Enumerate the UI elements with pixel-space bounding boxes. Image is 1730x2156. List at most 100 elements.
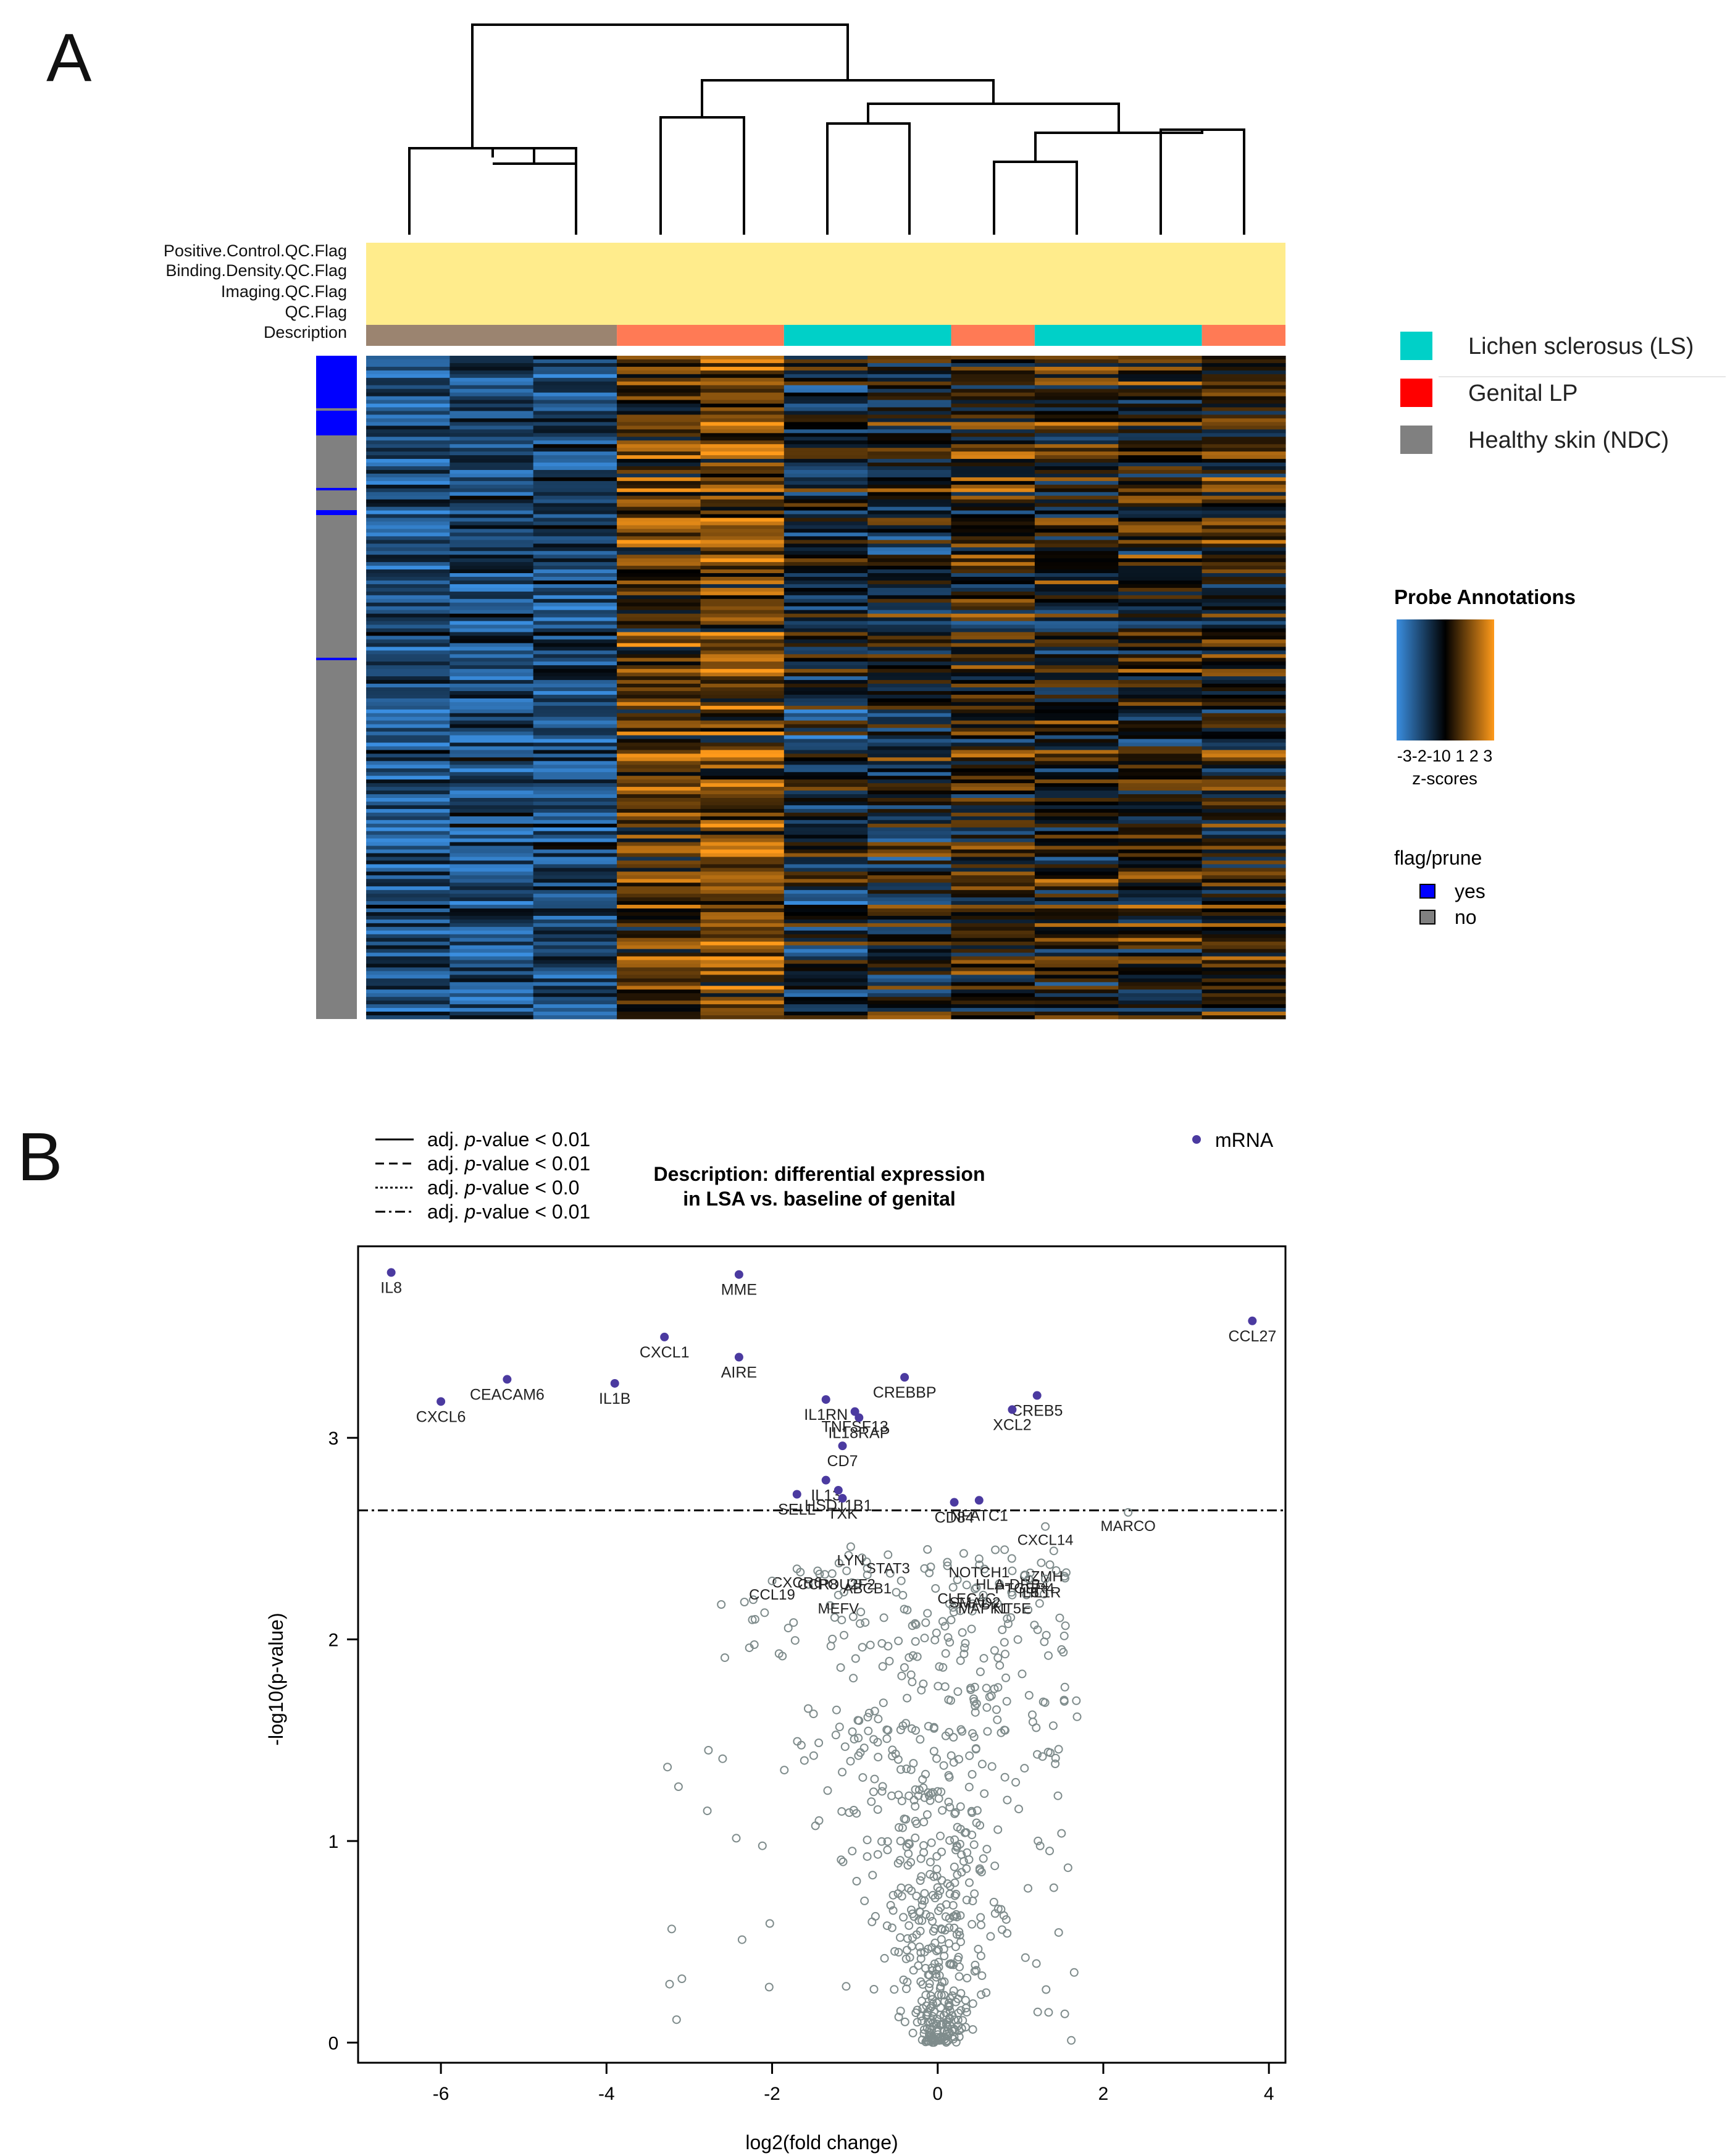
heatmap-cell xyxy=(1034,820,1119,824)
heatmap-cell xyxy=(951,919,1035,924)
heatmap-cell xyxy=(1118,901,1203,905)
background-point xyxy=(1045,1847,1054,1856)
heatmap-cell xyxy=(449,647,534,651)
heatmap-cell xyxy=(617,757,701,761)
heatmap-cell xyxy=(867,422,952,426)
heatmap-cell xyxy=(867,801,952,806)
annotation-label: QC.Flag xyxy=(285,303,347,321)
heatmap-cell xyxy=(617,661,701,666)
heatmap-cell xyxy=(700,654,785,658)
heatmap-cell xyxy=(366,451,450,456)
background-point xyxy=(864,1708,874,1718)
background-point xyxy=(911,1726,920,1735)
heatmap-cell xyxy=(1034,687,1119,692)
heatmap-cell xyxy=(951,595,1035,600)
heatmap-cell xyxy=(366,669,450,673)
heatmap-cell xyxy=(449,437,534,441)
heatmap-cell xyxy=(1201,827,1286,832)
background-point xyxy=(847,1578,856,1587)
heatmap-cell xyxy=(1201,577,1286,581)
heatmap-cell xyxy=(700,716,785,721)
heatmap-cell xyxy=(1034,385,1119,390)
heatmap-cell xyxy=(449,937,534,942)
heatmap-cell xyxy=(366,993,450,997)
heatmap-cell xyxy=(449,742,534,747)
heatmap-cell xyxy=(1118,698,1203,703)
heatmap-cell xyxy=(951,506,1035,511)
significant-point xyxy=(834,1485,843,1495)
heatmap-cell xyxy=(1201,356,1286,360)
background-point xyxy=(869,1985,879,1994)
heatmap-cell xyxy=(533,665,617,669)
background-point xyxy=(940,1682,950,1691)
heatmap-cell xyxy=(449,930,534,935)
background-point xyxy=(970,1682,979,1692)
heatmap-cell xyxy=(867,783,952,787)
background-point xyxy=(963,1973,972,1982)
heatmap-cell xyxy=(1034,377,1119,382)
labeled-background-point xyxy=(846,1542,855,1551)
heatmap-cell xyxy=(867,591,952,596)
legend-line-label: adj. p-value < 0.01 xyxy=(427,1201,590,1223)
heatmap-cell xyxy=(784,536,868,540)
heatmap-cell xyxy=(1201,941,1286,946)
heatmap-cell xyxy=(617,392,701,397)
heatmap-cell xyxy=(700,937,785,942)
heatmap-cell xyxy=(1118,647,1203,651)
heatmap-cell xyxy=(951,624,1035,629)
significant-point xyxy=(387,1268,396,1277)
heatmap-cell xyxy=(700,823,785,828)
heatmap-cell xyxy=(700,466,785,471)
heatmap-cell xyxy=(867,510,952,514)
heatmap-cell xyxy=(951,923,1035,928)
heatmap-cell xyxy=(366,690,450,695)
heatmap-cell xyxy=(617,551,701,555)
heatmap-cell xyxy=(1118,791,1203,795)
heatmap-cell xyxy=(700,1012,785,1016)
heatmap-cell xyxy=(700,816,785,821)
background-point xyxy=(995,1661,1005,1670)
heatmap-cell xyxy=(617,540,701,544)
heatmap-cell xyxy=(617,986,701,990)
heatmap-cell xyxy=(951,894,1035,898)
heatmap-cell xyxy=(1201,477,1286,482)
background-point xyxy=(960,1643,969,1653)
heatmap-cell xyxy=(1034,451,1119,456)
x-tick-label: 4 xyxy=(1264,2084,1274,2104)
heatmap-cell xyxy=(449,466,534,471)
heatmap-cell xyxy=(449,635,534,640)
heatmap-cell xyxy=(533,676,617,681)
heatmap-cell xyxy=(449,827,534,832)
background-point-label: MAPK1 xyxy=(958,1601,1008,1617)
heatmap-cell xyxy=(449,901,534,905)
heatmap-cell xyxy=(533,635,617,640)
heatmap-cell xyxy=(533,532,617,537)
heatmap-cell xyxy=(1118,473,1203,478)
significant-point xyxy=(437,1397,446,1406)
heatmap-cell xyxy=(1201,506,1286,511)
heatmap-cell xyxy=(867,779,952,784)
background-point xyxy=(905,1840,914,1849)
heatmap-cell xyxy=(1034,433,1119,437)
heatmap-cell xyxy=(867,628,952,632)
heatmap-cell xyxy=(1034,414,1119,419)
heatmap-cell xyxy=(366,621,450,625)
heatmap-cell xyxy=(449,716,534,721)
heatmap-cell xyxy=(449,975,534,979)
heatmap-cell xyxy=(784,580,868,585)
heatmap-cell xyxy=(533,886,617,891)
heatmap-cell xyxy=(951,555,1035,559)
heatmap-cell xyxy=(617,805,701,810)
heatmap-cell xyxy=(617,849,701,854)
heatmap-cell xyxy=(1034,993,1119,997)
background-point xyxy=(931,1584,940,1593)
heatmap-cell xyxy=(700,388,785,393)
background-point xyxy=(858,1773,867,1782)
heatmap-cell xyxy=(700,739,785,743)
background-point xyxy=(956,1656,965,1665)
background-point xyxy=(956,1989,966,1998)
background-point xyxy=(940,1622,950,1631)
heatmap-cell xyxy=(1201,503,1286,508)
background-point xyxy=(967,1624,976,1634)
